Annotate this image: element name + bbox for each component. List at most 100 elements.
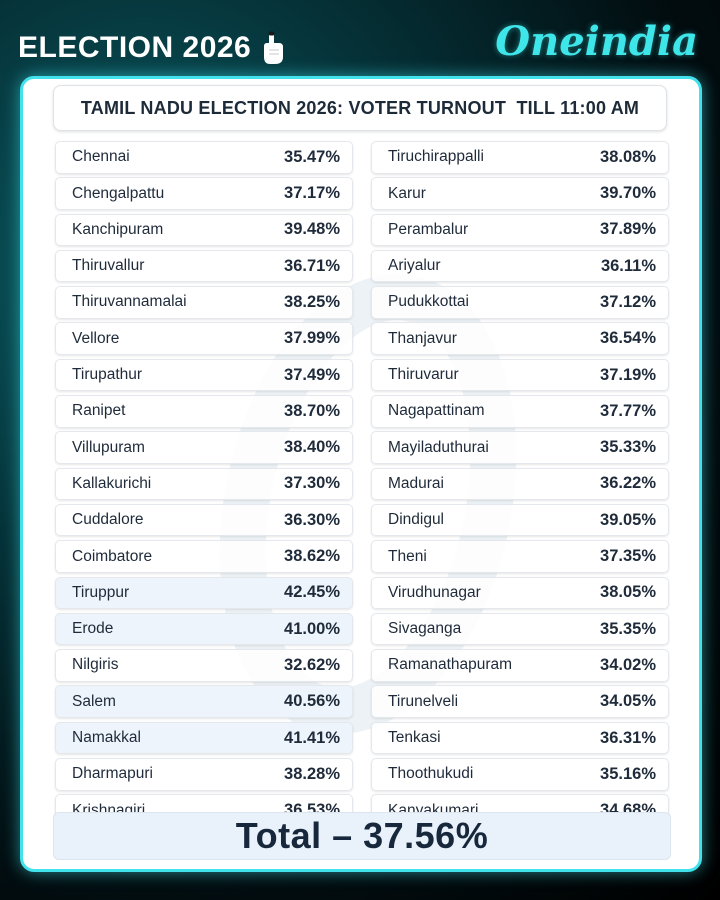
district-row: Dharmapuri 38.28% [55,758,353,791]
district-turnout: 37.30% [284,474,340,493]
district-name: Tenkasi [388,729,441,746]
district-row: Kanchipuram 39.48% [55,213,353,247]
district-turnout: 41.00% [284,619,340,638]
election-title-text: ELECTION 2026 [18,31,252,64]
panel-title: TAMIL NADU ELECTION 2026: VOTER TURNOUT … [80,97,640,118]
districts-right-column: Tiruchirappalli 38.08% Karur 39.70% Perambal… [371,141,669,831]
district-row: Nagapattinam 37.77% [371,395,669,428]
district-name: Madurai [388,474,444,492]
district-turnout: 35.35% [600,619,656,638]
district-row: Nilgiris 32.62% [55,649,353,682]
district-name: Thiruvarur [388,366,459,384]
district-row: Ariyalur 36.11% [371,249,669,283]
district-turnout: 38.28% [284,764,340,783]
district-turnout: 35.16% [600,764,656,783]
panel-title-box: TAMIL NADU ELECTION 2026: VOTER TURNOUT … [53,85,667,131]
district-name: Mayiladuthurai [388,438,489,456]
district-turnout: 39.70% [600,184,656,203]
district-name: Tirupathur [72,366,143,384]
district-row: Tirupathur 37.49% [55,358,353,392]
district-turnout: 37.12% [600,292,656,311]
district-name: Dindigul [388,511,445,529]
district-turnout: 37.19% [600,365,656,384]
district-turnout: 38.62% [284,547,340,566]
district-turnout: 32.62% [284,655,340,674]
district-row: Tiruchirappalli 38.08% [371,141,669,174]
district-turnout: 41.41% [284,728,340,747]
total-box: Total – 37.56% [53,812,671,860]
district-row: Tiruppur 42.45% [55,576,353,610]
district-turnout: 39.48% [284,220,340,239]
district-name: Sivaganga [388,620,462,638]
district-name: Karur [388,184,426,202]
district-row: Karur 39.70% [371,177,669,210]
district-name: Nilgiris [72,656,119,674]
district-name: Kanchipuram [72,220,164,238]
district-row: Vellore 37.99% [55,322,353,355]
district-row: Madurai 36.22% [371,467,669,501]
district-row: Villupuram 38.40% [55,431,353,464]
district-name: Villupuram [72,438,145,456]
district-name: Nagapattinam [388,402,485,420]
district-name: Tirunelveli [388,692,459,710]
district-turnout: 39.05% [600,510,656,529]
district-name: Thiruvannamalai [72,293,187,311]
district-row: Erode 41.00% [55,612,353,646]
district-turnout: 36.30% [284,510,340,529]
district-turnout: 35.33% [600,438,656,457]
district-turnout: 37.17% [284,184,340,203]
district-name: Thiruvallur [72,257,145,275]
district-name: Ranipet [72,402,126,420]
district-turnout: 36.31% [600,728,656,747]
district-row: Tirunelveli 34.05% [371,685,669,718]
district-row: Thiruvarur 37.19% [371,358,669,392]
district-turnout: 37.77% [600,401,656,420]
district-row: Thoothukudi 35.16% [371,758,669,791]
district-turnout: 36.22% [600,474,656,493]
district-turnout: 37.89% [600,220,656,239]
district-name: Perambalur [388,220,469,238]
district-name: Dharmapuri [72,765,153,783]
district-turnout: 37.99% [284,329,340,348]
district-row: Dindigul 39.05% [371,503,669,537]
district-row: Namakkal 41.41% [55,721,353,755]
brand-logo: Oneindia [495,18,698,65]
district-turnout: 38.08% [600,147,656,166]
district-name: Tiruchirappalli [388,148,484,166]
district-turnout: 38.25% [284,292,340,311]
district-name: Virudhunagar [388,583,481,601]
district-name: Ariyalur [388,257,441,275]
district-row: Thanjavur 36.54% [371,322,669,355]
district-turnout: 34.05% [600,692,656,711]
district-turnout: 36.54% [600,329,656,348]
district-turnout: 34.02% [600,655,656,674]
district-row: Salem 40.56% [55,685,353,718]
district-turnout: 37.49% [284,365,340,384]
district-turnout: 38.40% [284,438,340,457]
district-name: Thoothukudi [388,765,474,783]
district-row: Kallakurichi 37.30% [55,467,353,501]
district-turnout: 42.45% [284,583,340,602]
district-turnout: 38.70% [284,401,340,420]
district-name: Erode [72,620,114,638]
district-name: Pudukkottai [388,293,469,311]
district-row: Thiruvallur 36.71% [55,249,353,283]
district-name: Salem [72,692,116,710]
district-row: Chennai 35.47% [55,141,353,174]
district-row: Virudhunagar 38.05% [371,576,669,610]
district-row: Perambalur 37.89% [371,213,669,247]
district-row: Ramanathapuram 34.02% [371,649,669,682]
district-name: Cuddalore [72,511,144,529]
election-title: ELECTION 2026 [18,30,289,66]
district-turnout: 36.71% [284,256,340,275]
turnout-panel: TAMIL NADU ELECTION 2026: VOTER TURNOUT … [20,76,702,872]
district-turnout: 37.35% [600,547,656,566]
district-name: Kallakurichi [72,474,152,492]
district-name: Coimbatore [72,547,153,565]
district-name: Tiruppur [72,583,130,601]
district-row: Pudukkottai 37.12% [371,286,669,319]
district-name: Chengalpattu [72,184,165,202]
district-name: Chennai [72,148,130,166]
district-row: Ranipet 38.70% [55,395,353,428]
district-row: Chengalpattu 37.17% [55,177,353,210]
